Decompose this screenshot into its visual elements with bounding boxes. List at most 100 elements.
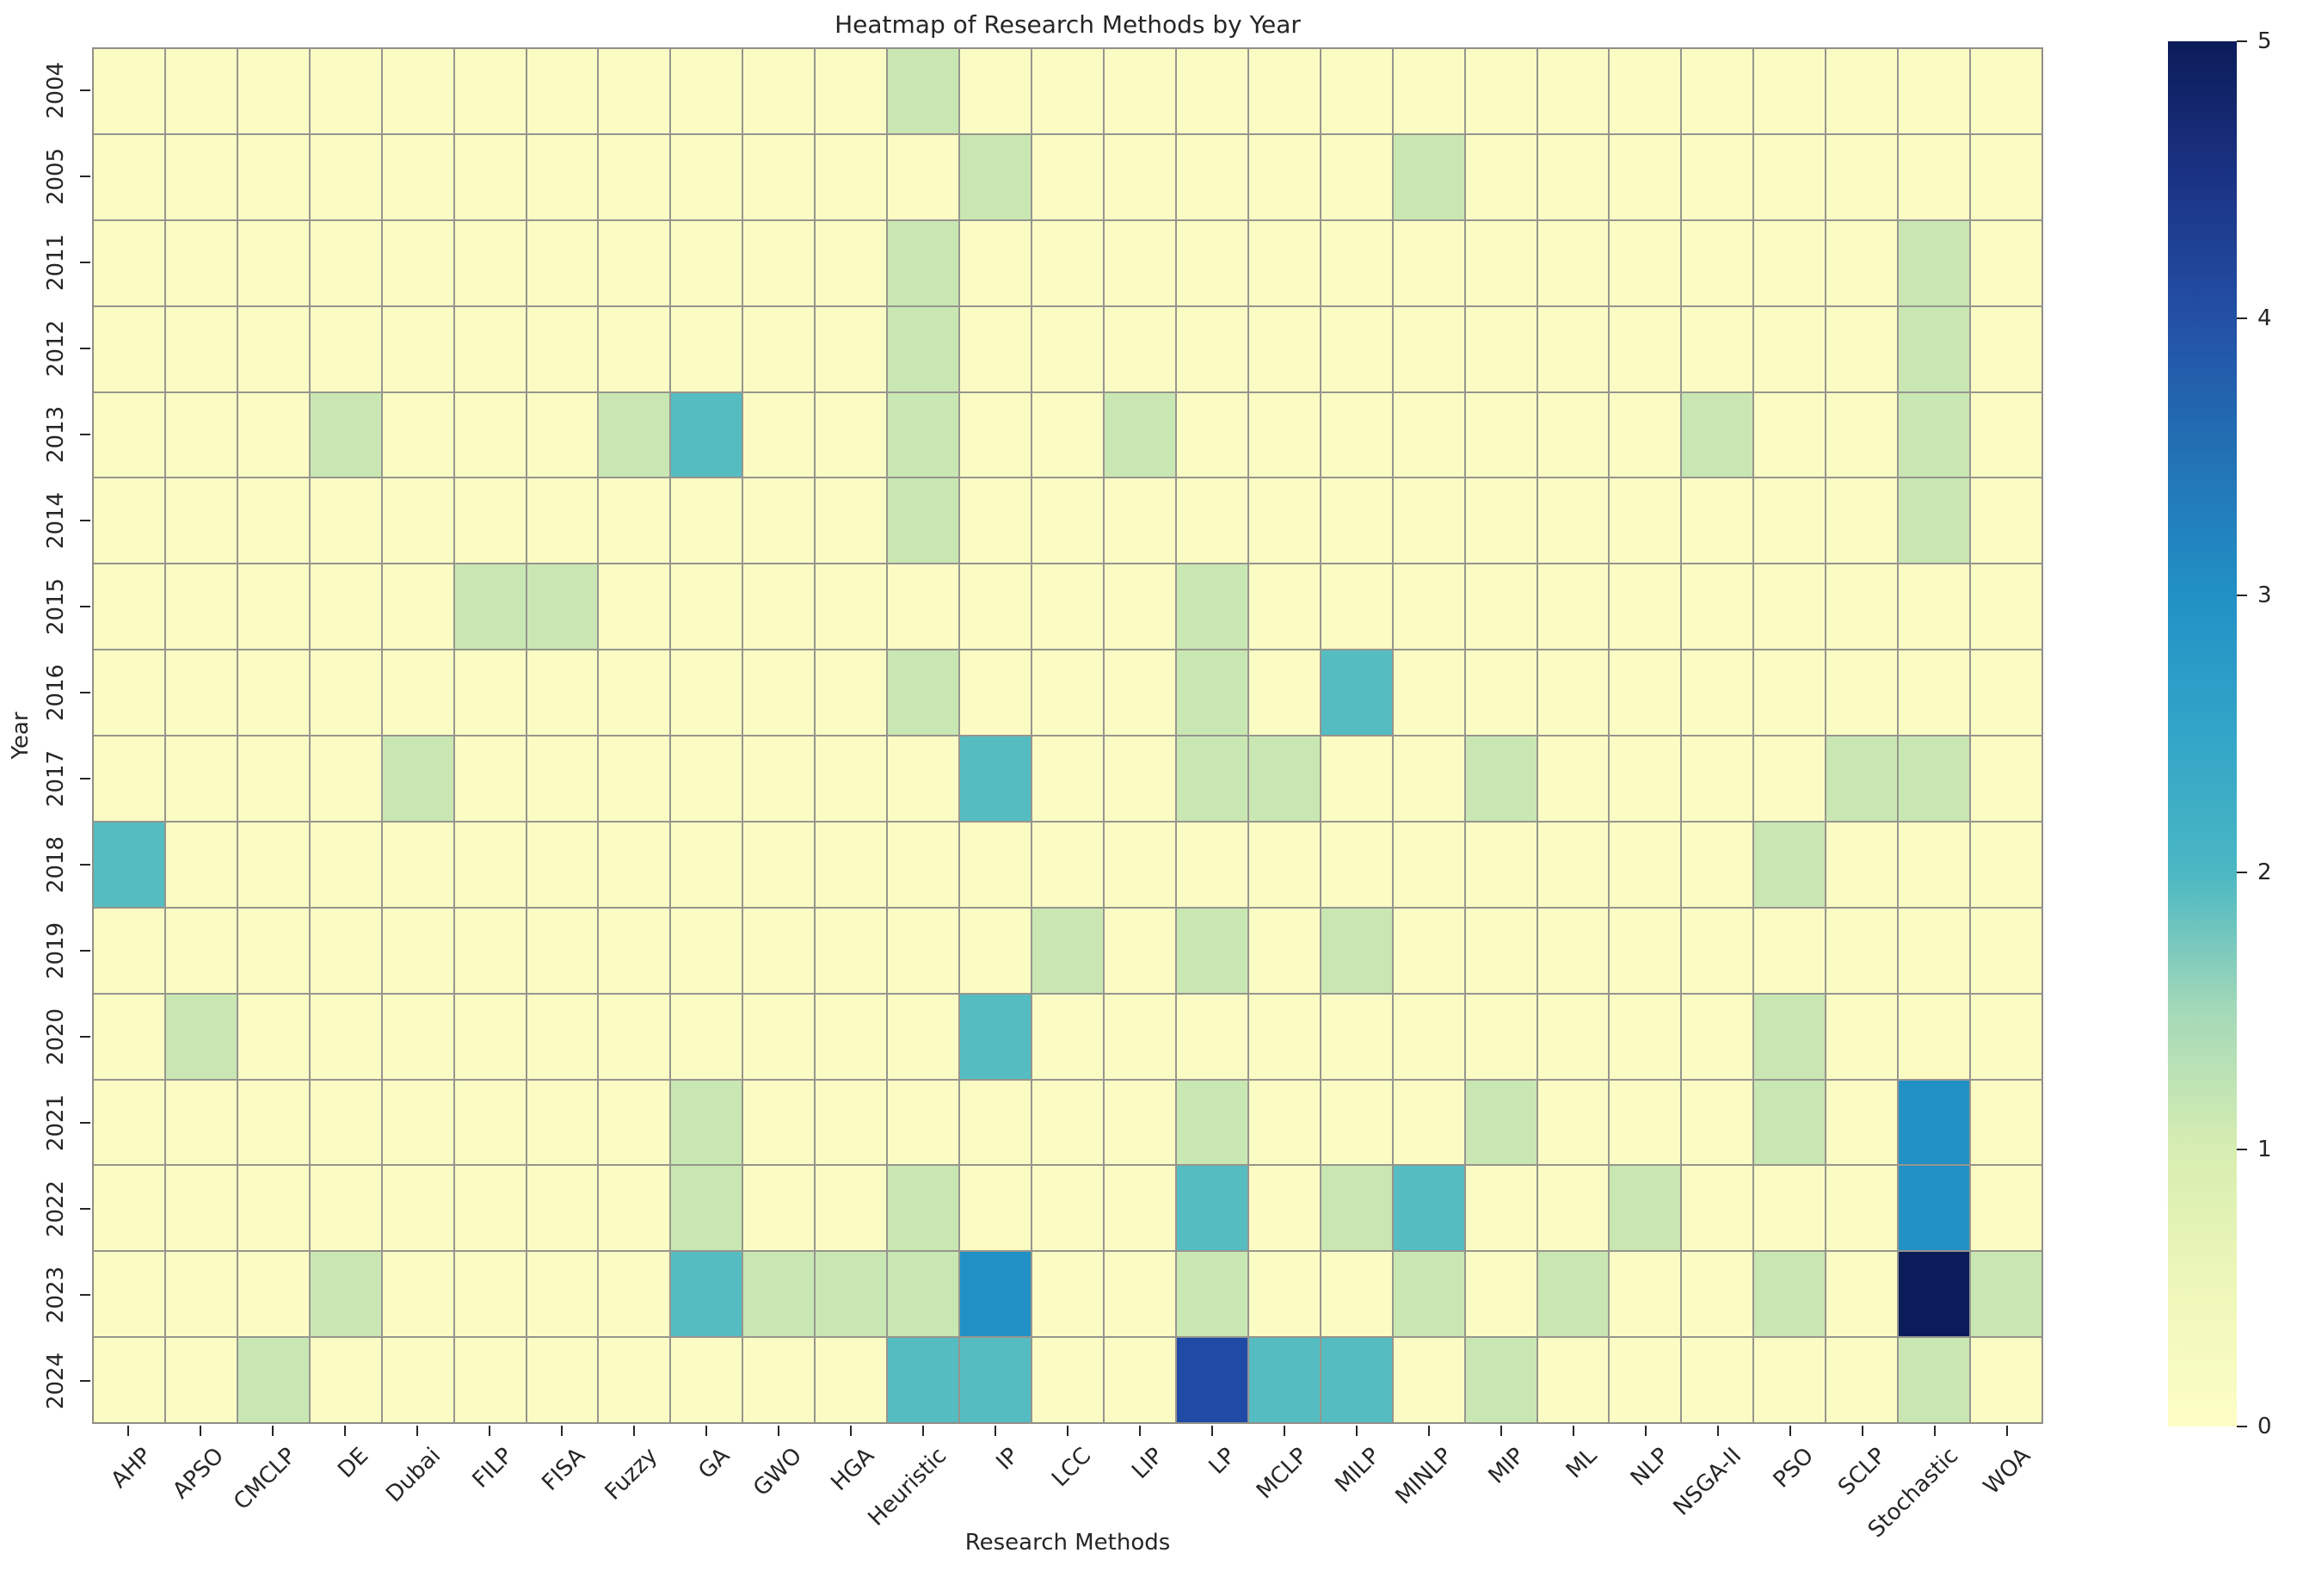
heatmap-cell (1610, 650, 1681, 735)
heatmap-cell (382, 392, 453, 478)
heatmap-cell (1032, 1080, 1103, 1165)
x-tick-mark (995, 1426, 996, 1436)
x-tick-mark (1356, 1426, 1358, 1436)
heatmap-cell (1754, 49, 1826, 133)
heatmap-cell (888, 134, 959, 219)
heatmap-cell (1971, 1338, 2041, 1422)
heatmap-cell (382, 650, 453, 735)
heatmap-cell (237, 1338, 309, 1422)
heatmap-cell (454, 1080, 526, 1165)
heatmap-cell (1610, 908, 1681, 993)
heatmap-cell (1537, 49, 1609, 133)
heatmap-cell (1393, 650, 1464, 735)
heatmap-cell (960, 478, 1031, 564)
heatmap-cell (237, 134, 309, 219)
heatmap-cell (1465, 392, 1536, 478)
heatmap-cell (671, 306, 742, 391)
x-axis-title: Research Methods (964, 1530, 1171, 1556)
heatmap-cell (1465, 306, 1536, 391)
heatmap-cell (382, 908, 453, 993)
heatmap-cell (1754, 650, 1826, 735)
heatmap-cell (1899, 478, 1970, 564)
heatmap-cell (165, 1080, 237, 1165)
heatmap-cell (1393, 134, 1464, 219)
heatmap-cell (888, 392, 959, 478)
heatmap-cell (1899, 564, 1970, 650)
heatmap-cell (1899, 994, 1970, 1079)
heatmap-cell (1610, 49, 1681, 133)
heatmap-cell (960, 220, 1031, 305)
heatmap-cell (671, 1080, 742, 1165)
heatmap-cell (816, 134, 887, 219)
heatmap-cell (310, 822, 381, 907)
heatmap-cell (1537, 134, 1609, 219)
heatmap-cell (1537, 220, 1609, 305)
heatmap-cell (454, 908, 526, 993)
heatmap-cell (1754, 564, 1826, 650)
heatmap-cell (888, 1166, 959, 1251)
heatmap-cell (382, 564, 453, 650)
heatmap-cell (1899, 392, 1970, 478)
heatmap-cell (960, 908, 1031, 993)
y-tick-mark (80, 1380, 90, 1382)
heatmap-cell (599, 822, 670, 907)
heatmap-cell (1610, 1080, 1681, 1165)
heatmap-cell (1465, 134, 1536, 219)
heatmap-cell (527, 736, 598, 821)
heatmap-cell (888, 650, 959, 735)
heatmap-cell (1826, 220, 1898, 305)
heatmap-cell (1537, 306, 1609, 391)
heatmap-cell (743, 1252, 815, 1337)
heatmap-cell (1899, 822, 1970, 907)
heatmap-cell (310, 736, 381, 821)
heatmap-cell (94, 908, 164, 993)
heatmap-cell (1321, 736, 1392, 821)
x-tick-mark (633, 1426, 635, 1436)
heatmap-cell (310, 49, 381, 133)
heatmap-cell (310, 564, 381, 650)
heatmap-cell (1610, 134, 1681, 219)
x-tick-label: PSO (1768, 1443, 1820, 1494)
x-tick-label: Heuristic (863, 1443, 952, 1531)
heatmap-cell (1537, 736, 1609, 821)
heatmap-cell (1393, 564, 1464, 650)
heatmap-cell (1321, 49, 1392, 133)
heatmap-cell (1465, 650, 1536, 735)
heatmap-cell (1682, 1166, 1753, 1251)
y-tick-mark (80, 1294, 90, 1296)
y-tick-mark (80, 89, 90, 91)
heatmap-cell (454, 478, 526, 564)
heatmap-cell (527, 220, 598, 305)
heatmap-cell (960, 736, 1031, 821)
heatmap-cell (960, 134, 1031, 219)
heatmap-cell (1826, 650, 1898, 735)
heatmap-cell (1248, 1080, 1320, 1165)
x-tick-label: GWO (748, 1443, 808, 1502)
heatmap-cell (888, 908, 959, 993)
heatmap-cell (888, 49, 959, 133)
heatmap-cell (816, 49, 887, 133)
heatmap-cell (1754, 220, 1826, 305)
heatmap-cell (599, 650, 670, 735)
heatmap-cell (310, 1080, 381, 1165)
heatmap-cell (1104, 49, 1175, 133)
heatmap-cell (743, 220, 815, 305)
heatmap-cell (1899, 1080, 1970, 1165)
heatmap-cell (165, 822, 237, 907)
heatmap-cell (1610, 1252, 1681, 1337)
heatmap-cell (237, 1252, 309, 1337)
heatmap-cell (816, 1080, 887, 1165)
heatmap-cell (743, 736, 815, 821)
heatmap-cell (165, 392, 237, 478)
heatmap-cell (527, 994, 598, 1079)
heatmap-cell (888, 564, 959, 650)
heatmap-cell (1610, 220, 1681, 305)
heatmap-cell (454, 650, 526, 735)
heatmap-cell (237, 392, 309, 478)
heatmap-cell (1610, 822, 1681, 907)
heatmap-cell (1104, 564, 1175, 650)
heatmap-cell (1248, 822, 1320, 907)
heatmap-cell (599, 564, 670, 650)
heatmap-cell (599, 478, 670, 564)
heatmap-cell (237, 306, 309, 391)
